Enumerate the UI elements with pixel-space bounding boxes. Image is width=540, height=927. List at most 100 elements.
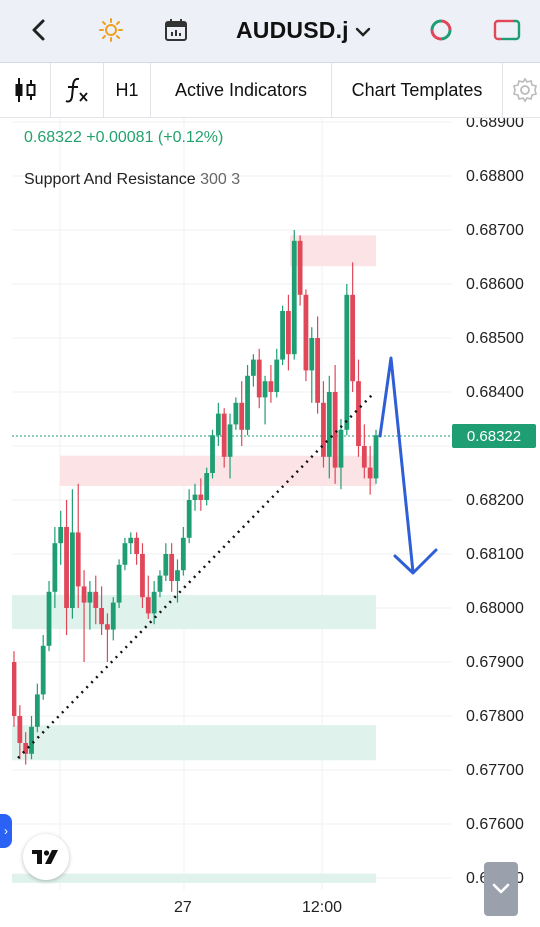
candle-body — [245, 375, 250, 430]
candle-body — [180, 537, 186, 571]
candle-body — [274, 359, 280, 392]
candle-body — [69, 532, 75, 608]
candle-body — [321, 402, 326, 457]
candle-body — [227, 424, 233, 457]
candle-body — [169, 554, 175, 581]
candle-body — [134, 537, 140, 554]
candle-body — [52, 543, 58, 592]
y-tick-label: 0.68200 — [466, 492, 524, 509]
candle-body — [140, 554, 145, 598]
y-tick-label: 0.68700 — [466, 222, 524, 239]
candle-body — [58, 527, 64, 544]
candle-body — [297, 240, 303, 295]
candle-body — [309, 338, 315, 371]
candle-body — [29, 726, 34, 754]
candle-body — [17, 716, 23, 743]
price-change: 0.68322 +0.00081 (+0.12%) — [24, 129, 224, 146]
candle-body — [239, 402, 245, 430]
chart-templates-button[interactable]: Chart Templates — [332, 63, 503, 117]
candle-body — [315, 338, 321, 403]
y-tick-label: 0.67600 — [466, 816, 524, 833]
back-icon[interactable] — [22, 10, 56, 50]
support-zone — [12, 873, 376, 883]
candle-body — [250, 359, 256, 376]
scroll-to-latest-button[interactable] — [484, 862, 518, 916]
candle-body — [157, 575, 163, 592]
tradingview-logo[interactable] — [23, 834, 69, 880]
active-indicators-button[interactable]: Active Indicators — [151, 63, 332, 117]
candle-body — [75, 532, 81, 587]
time-axis — [0, 890, 540, 927]
candle-body — [215, 413, 221, 436]
chevron-down-icon — [355, 17, 371, 44]
candle-body — [198, 494, 204, 500]
candle-body — [326, 392, 332, 457]
candle-body — [344, 294, 350, 430]
candle-body — [40, 645, 46, 695]
rectangle-icon[interactable] — [489, 10, 525, 50]
candle-body — [210, 435, 215, 473]
price-chart[interactable]: 0.68900 0.68800 0.68700 0.68600 0.68500 0.684… — [12, 118, 540, 890]
indicator-legend[interactable]: Support And Resistance 300 3 — [24, 171, 240, 189]
chart-templates-label: Chart Templates — [351, 79, 483, 100]
candle-body — [46, 591, 52, 646]
price-axis: 0.68900 0.68800 0.68700 0.68600 0.68500 0.684… — [466, 118, 524, 887]
indicator-params: 300 3 — [200, 171, 241, 188]
calendar-icon[interactable] — [160, 10, 192, 50]
y-tick-label: 0.68900 — [466, 118, 524, 131]
symbol-selector[interactable]: AUDUSD.j — [236, 10, 371, 50]
candle-body — [356, 381, 361, 446]
candle-body — [350, 294, 356, 382]
forecast-arrow — [378, 356, 415, 574]
candle-body — [291, 240, 297, 355]
candlestick-icon[interactable] — [0, 63, 51, 117]
sync-icon[interactable] — [426, 10, 456, 50]
candle-body — [87, 591, 93, 603]
y-tick-label: 0.67700 — [466, 762, 524, 779]
candle-body — [93, 591, 99, 608]
candle-body — [145, 597, 151, 614]
candle-body — [186, 500, 192, 538]
candle-body — [367, 467, 373, 479]
candle-body — [151, 591, 157, 614]
resistance-zone — [290, 235, 376, 267]
candle-body — [338, 429, 344, 468]
candle-body — [262, 381, 268, 398]
fx-icon[interactable] — [51, 63, 104, 117]
last-price-badge: 0.68322 — [452, 424, 536, 448]
candle-body — [116, 564, 122, 603]
sun-icon[interactable] — [94, 10, 128, 50]
y-tick-label: 0.67900 — [466, 654, 524, 671]
candle-body — [192, 494, 198, 500]
y-tick-label: 0.68100 — [466, 546, 524, 563]
y-tick-label: 0.68400 — [466, 384, 524, 401]
drawing-panel-handle[interactable]: › — [0, 814, 12, 848]
support-zone — [12, 725, 376, 761]
gear-icon[interactable] — [503, 63, 540, 117]
candle-body — [286, 311, 291, 355]
y-tick-label: 0.67800 — [466, 708, 524, 725]
candle-body — [373, 435, 379, 479]
candle-body — [34, 694, 40, 727]
resistance-zone — [60, 455, 376, 486]
candle-body — [128, 537, 134, 544]
candle-body — [23, 743, 29, 754]
candle-body — [256, 359, 262, 398]
trendline — [17, 394, 373, 759]
y-tick-label: 0.68600 — [466, 276, 524, 293]
candle-body — [204, 473, 210, 500]
candle-body — [163, 554, 169, 576]
top-bar: AUDUSD.j — [0, 0, 540, 63]
symbol-label: AUDUSD.j — [236, 16, 349, 43]
candle-body — [361, 446, 367, 468]
y-tick-label: 0.68800 — [466, 168, 524, 185]
candles — [12, 230, 379, 765]
candle-body — [81, 586, 87, 603]
y-tick-label: 0.68000 — [466, 600, 524, 617]
candle-body — [12, 662, 17, 716]
active-indicators-label: Active Indicators — [174, 79, 308, 100]
candle-body — [64, 527, 69, 608]
x-tick-label: 27 — [174, 899, 192, 916]
interval-selector[interactable]: H1 — [104, 63, 151, 117]
forecast-arrow-head — [393, 548, 438, 575]
